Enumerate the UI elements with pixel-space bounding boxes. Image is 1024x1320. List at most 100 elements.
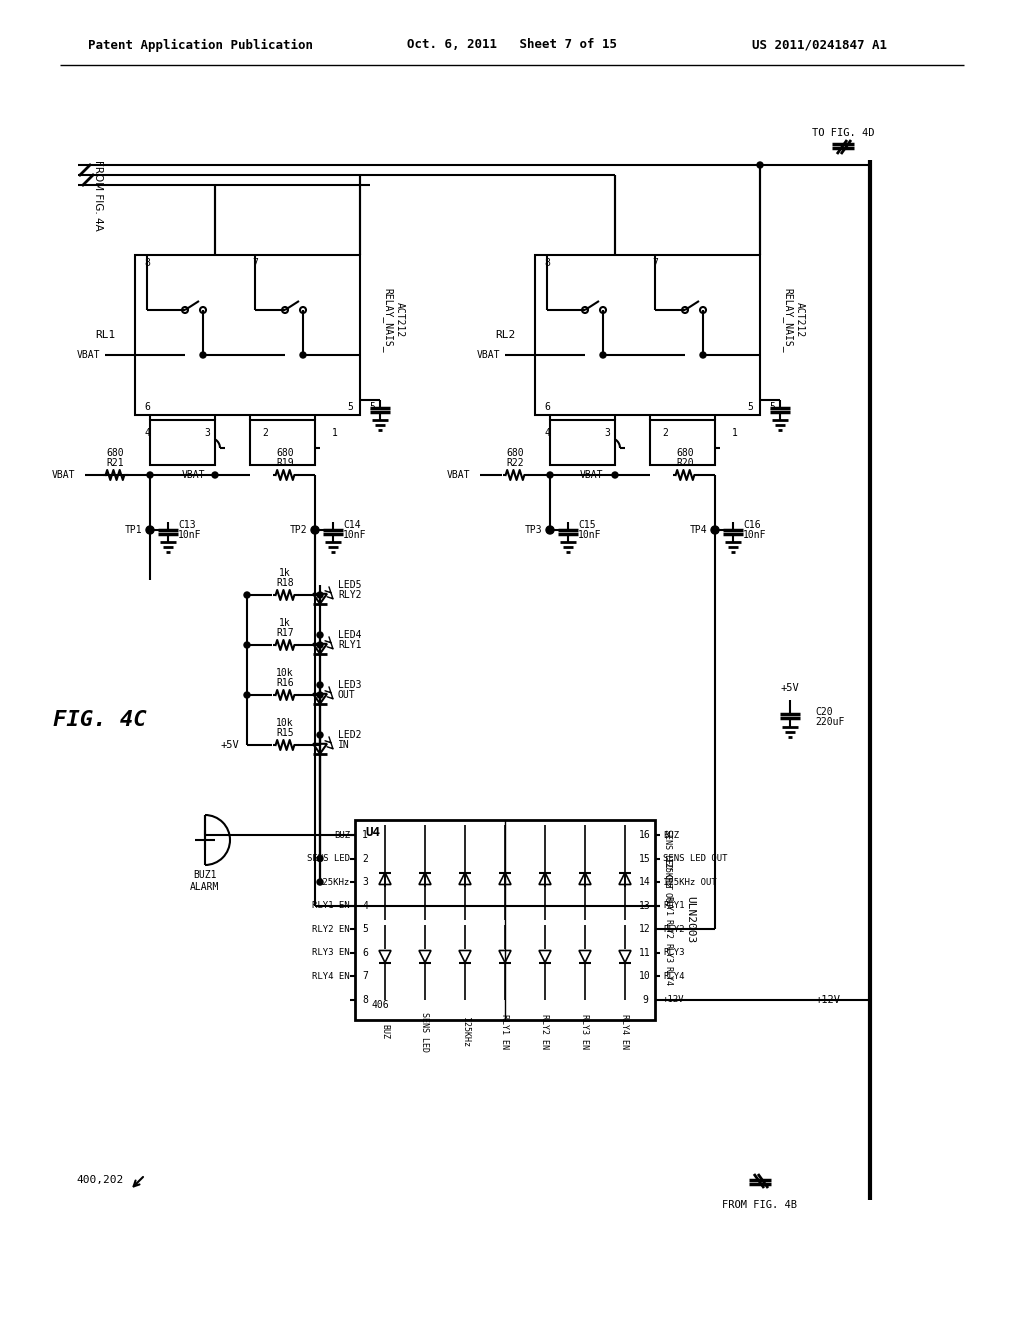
Text: 10k: 10k: [276, 718, 294, 729]
Text: 7: 7: [362, 972, 368, 981]
Text: R22: R22: [506, 458, 524, 469]
Text: RLY4: RLY4: [663, 966, 672, 986]
Text: 3: 3: [204, 428, 210, 438]
Text: RLY2: RLY2: [338, 590, 361, 601]
Circle shape: [147, 473, 153, 478]
Text: RELAY_NAIS_: RELAY_NAIS_: [383, 288, 393, 352]
Text: 1: 1: [332, 428, 338, 438]
Text: 2: 2: [262, 428, 268, 438]
Text: VBAT: VBAT: [476, 350, 500, 360]
Text: C14: C14: [343, 520, 360, 531]
Bar: [135, 255, 360, 414]
Text: RLY4: RLY4: [663, 972, 684, 981]
Text: FIG. 4C: FIG. 4C: [53, 710, 146, 730]
Bar: [535, 255, 760, 414]
Text: R19: R19: [276, 458, 294, 469]
Text: ACT212: ACT212: [395, 302, 406, 338]
Text: 1k: 1k: [280, 568, 291, 578]
Text: SENS LED: SENS LED: [421, 1012, 429, 1052]
Text: 5: 5: [769, 403, 775, 412]
Text: Oct. 6, 2011   Sheet 7 of 15: Oct. 6, 2011 Sheet 7 of 15: [407, 38, 617, 51]
Text: BUZ: BUZ: [381, 1024, 389, 1040]
Text: TO FIG. 4D: TO FIG. 4D: [812, 128, 874, 139]
Text: SENS LED OUT: SENS LED OUT: [663, 829, 672, 888]
Text: 3: 3: [362, 876, 368, 887]
Bar: [250, 420, 315, 465]
Text: R18: R18: [276, 578, 294, 587]
Bar: [150, 420, 215, 465]
Text: 125KHz OUT: 125KHz OUT: [663, 878, 717, 887]
Text: 680: 680: [506, 447, 524, 458]
Text: 1: 1: [362, 830, 368, 840]
Text: 12: 12: [639, 924, 651, 935]
Text: R15: R15: [276, 729, 294, 738]
Text: 125KHz OUT: 125KHz OUT: [663, 857, 672, 907]
Circle shape: [317, 642, 323, 648]
Text: 4: 4: [544, 428, 550, 438]
Text: RLY2: RLY2: [663, 919, 672, 939]
Text: +12V: +12V: [663, 995, 684, 1005]
Circle shape: [547, 473, 553, 478]
Text: C15: C15: [578, 520, 596, 531]
Text: RLY2: RLY2: [663, 924, 684, 933]
Text: SENS LED: SENS LED: [307, 854, 350, 863]
Text: LED2: LED2: [338, 730, 361, 741]
Text: 6: 6: [144, 403, 150, 412]
Text: 125KHz: 125KHz: [461, 1016, 469, 1047]
Circle shape: [546, 525, 554, 535]
Text: VBAT: VBAT: [51, 470, 75, 480]
Text: VBAT: VBAT: [580, 470, 603, 480]
Text: VBAT: VBAT: [77, 350, 100, 360]
Text: R16: R16: [276, 678, 294, 688]
Text: IN: IN: [338, 741, 350, 750]
Text: RLY3 EN: RLY3 EN: [581, 1015, 590, 1049]
Text: RLY3 EN: RLY3 EN: [312, 948, 350, 957]
Bar: [650, 420, 715, 465]
Text: VBAT: VBAT: [181, 470, 205, 480]
Text: 2: 2: [362, 854, 368, 863]
Text: BUZ: BUZ: [663, 830, 679, 840]
Text: TP3: TP3: [524, 525, 542, 535]
Text: RLY3: RLY3: [663, 942, 672, 962]
Circle shape: [311, 525, 319, 535]
Text: 680: 680: [676, 447, 694, 458]
Text: 5: 5: [362, 924, 368, 935]
Text: 8: 8: [362, 995, 368, 1005]
Circle shape: [200, 352, 206, 358]
Text: 7: 7: [252, 257, 258, 268]
Text: 400,202: 400,202: [77, 1175, 124, 1185]
Text: RELAY_NAIS_: RELAY_NAIS_: [782, 288, 794, 352]
Text: TP1: TP1: [124, 525, 142, 535]
Text: R21: R21: [106, 458, 124, 469]
Text: 1k: 1k: [280, 618, 291, 628]
Circle shape: [244, 692, 250, 698]
Text: 10nF: 10nF: [578, 531, 601, 540]
Text: FROM FIG. 4B: FROM FIG. 4B: [723, 1200, 798, 1210]
Text: 6: 6: [544, 403, 550, 412]
Text: ULN2003: ULN2003: [685, 896, 695, 944]
Text: RLY4 EN: RLY4 EN: [621, 1015, 630, 1049]
Text: Patent Application Publication: Patent Application Publication: [87, 38, 312, 51]
Text: BUZ: BUZ: [334, 830, 350, 840]
Text: RLY2 EN: RLY2 EN: [541, 1015, 550, 1049]
Text: RLY1: RLY1: [663, 902, 684, 909]
Text: 8: 8: [544, 257, 550, 268]
Text: LED3: LED3: [338, 680, 361, 690]
Circle shape: [244, 591, 250, 598]
Text: +5V: +5V: [220, 741, 240, 750]
Text: 9: 9: [642, 995, 648, 1005]
Text: R20: R20: [676, 458, 694, 469]
Text: US 2011/0241847 A1: US 2011/0241847 A1: [753, 38, 888, 51]
Text: RLY1: RLY1: [663, 895, 672, 916]
Text: TP4: TP4: [689, 525, 707, 535]
Circle shape: [146, 525, 154, 535]
Circle shape: [317, 632, 323, 638]
Circle shape: [300, 352, 306, 358]
Bar: [355, 820, 655, 1020]
Text: RLY1: RLY1: [338, 640, 361, 649]
Circle shape: [317, 682, 323, 688]
Text: 220uF: 220uF: [815, 717, 845, 727]
Circle shape: [317, 855, 323, 862]
Circle shape: [612, 473, 618, 478]
Circle shape: [317, 692, 323, 698]
